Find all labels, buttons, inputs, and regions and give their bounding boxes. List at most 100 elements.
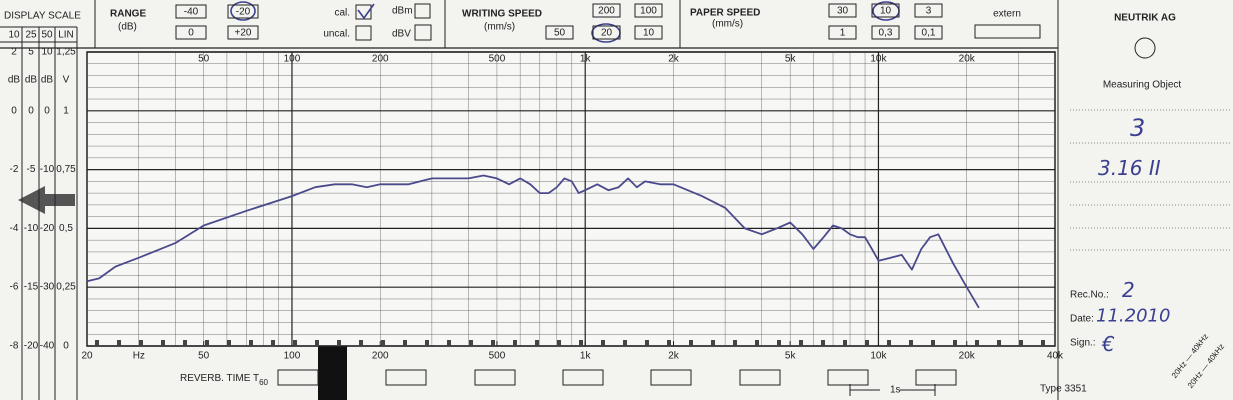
paper-mark: [139, 340, 143, 346]
extern-label: extern: [993, 9, 1021, 20]
button[interactable]: [175, 4, 207, 19]
cal-box[interactable]: [355, 25, 372, 41]
y-tick-label: 0: [11, 105, 17, 116]
x-tick-label-top: 10k: [870, 54, 887, 65]
scale-label: 0,25: [56, 282, 76, 293]
button[interactable]: [914, 25, 943, 40]
display-scale-title: DISPLAY SCALE: [4, 11, 81, 22]
paper-mark: [95, 340, 99, 346]
x-tick-label-top: 100: [284, 54, 301, 65]
button[interactable]: [592, 25, 621, 40]
button-label: 0: [188, 28, 194, 39]
button[interactable]: [634, 3, 663, 18]
button[interactable]: [871, 25, 900, 40]
button[interactable]: [914, 3, 943, 18]
right-panel: NEUTRIK AG Measuring Object 3 3.16 II Re…: [1040, 13, 1230, 395]
rec-no: 2: [1122, 278, 1135, 302]
paper-mark: [821, 340, 825, 346]
x-tick-label: 20: [81, 351, 93, 362]
x-tick-label: 2k: [668, 351, 680, 362]
button[interactable]: [545, 25, 574, 40]
measuring-object-label: Measuring Object: [1103, 80, 1182, 91]
paper-mark: [535, 340, 539, 346]
paper-speed-unit: (mm/s): [712, 19, 743, 30]
scale-label: -5: [27, 164, 36, 175]
check-mark: [357, 3, 375, 20]
cal-box[interactable]: [414, 24, 432, 41]
paper-mark: [733, 340, 737, 346]
cal-box[interactable]: [414, 3, 431, 19]
pointer-arrow: [18, 186, 75, 214]
date: 11.2010: [1096, 306, 1170, 327]
scale-header: 50: [41, 30, 53, 41]
paper-mark: [953, 340, 957, 346]
button-label: 0,3: [879, 28, 893, 39]
reverb-subscript: 60: [259, 378, 268, 387]
paper-mark: [975, 340, 979, 346]
paper-mark: [997, 340, 1001, 346]
paper-mark: [1019, 340, 1023, 346]
button[interactable]: [175, 25, 207, 40]
time-marker-arrow: [849, 384, 936, 396]
x-tick-label: 100: [284, 351, 301, 362]
writing-speed-title: WRITING SPEED: [462, 9, 542, 20]
paper-mark: [447, 340, 451, 346]
reverb-box: [915, 369, 957, 386]
reverb-row: REVERB. TIME T60 1s: [180, 346, 936, 400]
paper-mark: [865, 340, 869, 346]
scale-label: 0: [63, 341, 69, 352]
button[interactable]: [828, 3, 857, 18]
button[interactable]: [871, 3, 900, 18]
button-label: 200: [598, 6, 615, 17]
extern-box[interactable]: [974, 24, 1041, 39]
paper-mark: [425, 340, 429, 346]
paper-mark: [777, 340, 781, 346]
x-tick-label-top: 200: [372, 54, 389, 65]
paper-mark: [117, 340, 121, 346]
reverb-box: [385, 369, 427, 386]
scale-unit: V: [63, 75, 70, 86]
x-tick-label-top: 5k: [785, 54, 797, 65]
paper-mark: [667, 340, 671, 346]
button[interactable]: [227, 4, 259, 19]
scale-label: 10: [41, 47, 53, 58]
range-unit: (dB): [118, 22, 137, 33]
scale-unit: dB: [8, 75, 21, 86]
button[interactable]: [634, 25, 663, 40]
paper-mark: [513, 340, 517, 346]
paper-mark: [601, 340, 605, 346]
scale-label: -10: [40, 164, 55, 175]
paper-mark: [249, 340, 253, 346]
x-tick-label-top: 2k: [668, 54, 680, 65]
y-tick-label: -6: [10, 282, 19, 293]
button[interactable]: [227, 25, 259, 40]
x-tick-label-top: 20k: [959, 54, 976, 65]
button-label: -20: [236, 7, 251, 18]
button[interactable]: [592, 3, 621, 18]
date-label: Date:: [1070, 314, 1094, 325]
button[interactable]: [828, 25, 857, 40]
reverb-box: [827, 369, 869, 386]
scale-label: 1,25: [56, 47, 76, 58]
paper-mark: [403, 340, 407, 346]
scale-label: 0: [44, 105, 50, 116]
paper-mark: [293, 340, 297, 346]
cal-label: dBV: [392, 29, 411, 40]
scale-header: LIN: [58, 30, 74, 41]
writing-speed-unit: (mm/s): [484, 22, 515, 33]
x-tick-label: 10k: [870, 351, 887, 362]
button-label: 10: [643, 28, 655, 39]
reverb-box: [474, 369, 516, 386]
scale-label: 5: [28, 47, 34, 58]
paper-mark: [271, 340, 275, 346]
button-label: 1: [840, 28, 846, 39]
button-label: 100: [640, 6, 657, 17]
cal-box[interactable]: [355, 4, 372, 20]
paper-mark: [359, 340, 363, 346]
scale-label: 0,75: [56, 164, 76, 175]
scale-unit: dB: [41, 75, 54, 86]
button-label: +20: [235, 28, 252, 39]
x-tick-label-top: 1k: [580, 54, 592, 65]
object-entry: 3.16 II: [1098, 156, 1161, 180]
